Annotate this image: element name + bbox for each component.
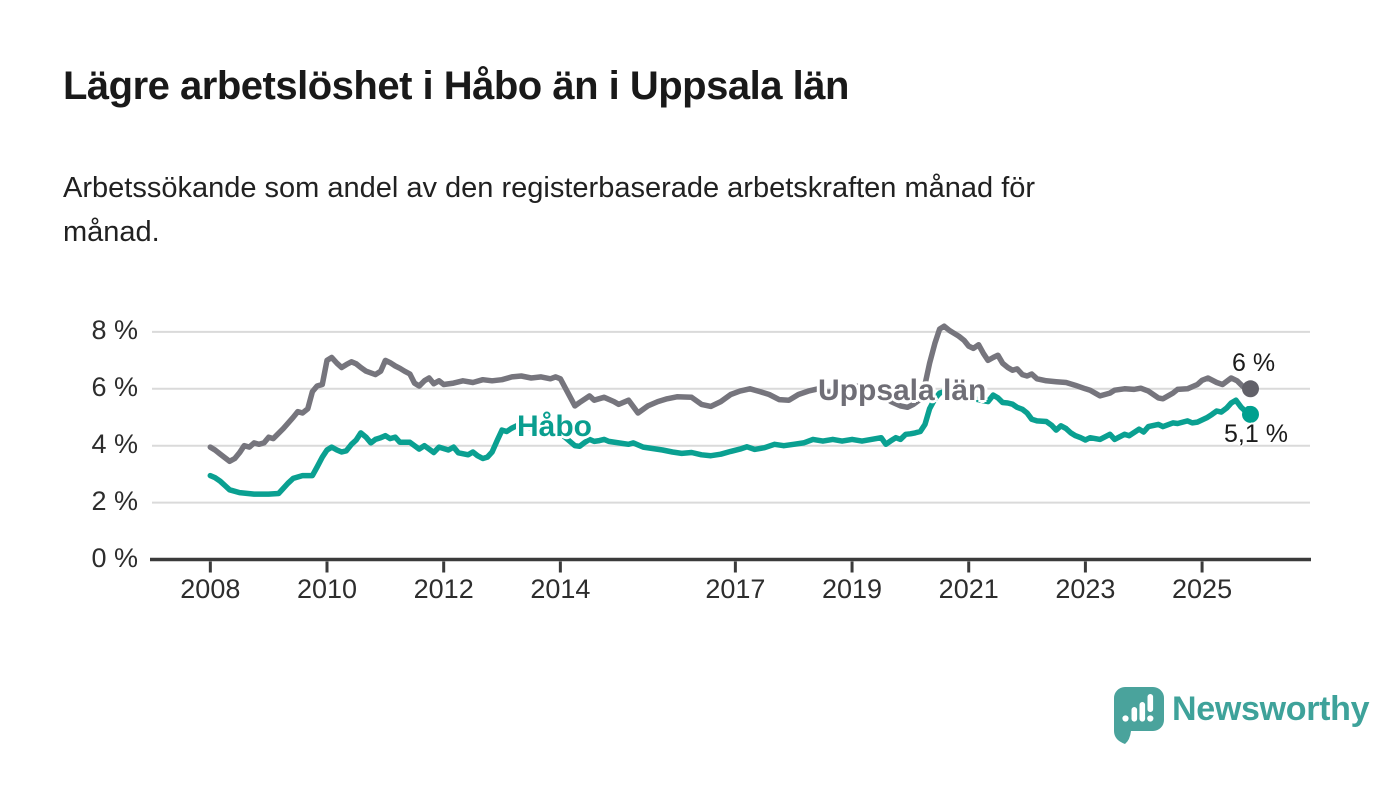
x-tick-label: 2025 [1172,574,1233,604]
chart-subtitle: Arbetssökande som andel av den registerb… [63,166,1283,254]
series-label-habo: Håbo [517,410,592,443]
x-tick-label: 2019 [822,574,883,604]
y-tick-label: 4 % [91,428,138,459]
habo-line [207,388,1254,497]
newsworthy-logo: Newsworthy [1112,686,1370,748]
subtitle-line-1: Arbetssökande som andel av den registerb… [63,172,1036,204]
uppsala-lan-end-dot [1241,380,1259,398]
y-tick-label: 2 % [91,485,138,516]
y-tick-label: 0 % [91,542,138,573]
page-title: Lägre arbetslöshet i Håbo än i Uppsala l… [63,64,849,108]
x-tick-label: 2012 [413,574,474,604]
bubble-shape [1114,687,1164,744]
newsworthy-bubble-chart-icon [1114,687,1164,744]
x-tick-label: 2010 [296,574,358,604]
x-tick-label: 2008 [180,574,241,604]
y-tick-label: 6 % [91,371,138,402]
end-value-label-uppsala: 6 % [1232,349,1276,377]
x-tick-label: 2021 [938,574,999,604]
end-value-label-habo: 5,1 % [1224,420,1288,448]
subtitle-line-2: månad. [63,216,160,248]
x-tick-label: 2023 [1055,574,1116,604]
uppsala-lan-line [207,323,1254,465]
habo-end-dot [1241,405,1259,423]
x-tick-label: 2017 [705,574,766,604]
y-tick-label: 8 % [91,314,138,345]
series-label-uppsala: Uppsala län [818,374,987,407]
newsworthy-wordmark: Newsworthy [1172,690,1370,728]
x-tick-label: 2014 [530,574,591,604]
